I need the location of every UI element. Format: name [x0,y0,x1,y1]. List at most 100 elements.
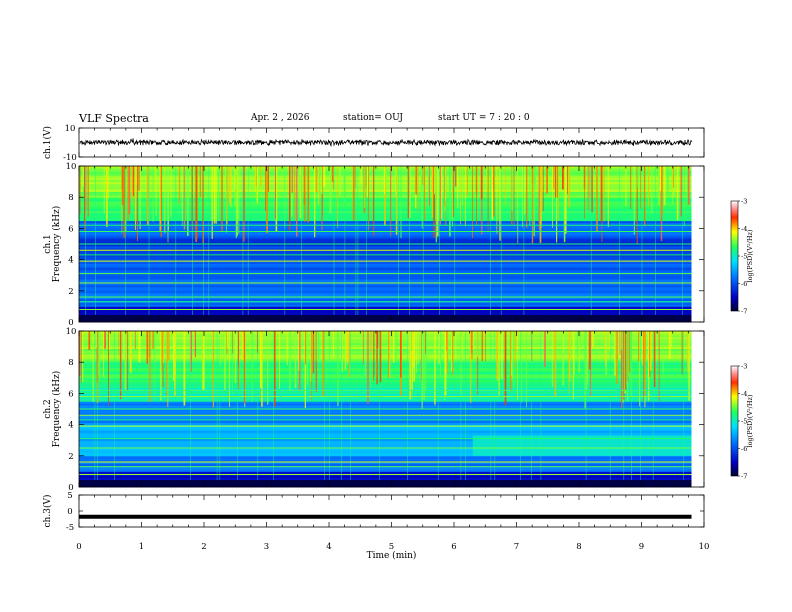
frequency-band [79,332,692,336]
frequency-band [79,453,692,457]
frequency-band [79,298,692,301]
frequency-band [79,449,692,453]
frequency-band [79,467,692,470]
frequency-band [79,379,692,383]
frequency-band [79,294,692,298]
time-axis: 0 1 2 3 4 5 6 7 8 9 10 Time (min) [76,542,709,561]
frequency-band [79,381,692,385]
frequency-band [79,283,692,286]
frequency-band [79,348,692,351]
frequency-band [79,340,692,344]
x-tick-label: 3 [264,542,269,552]
ch2-spectrogram-panel: 0 2 4 6 8 10 ch.2 Frequency (kHz) [43,327,705,493]
frequency-band [79,416,692,420]
y-axis-label-channel: ch.2 [43,399,53,418]
frequency-band [79,461,692,464]
frequency-band [79,442,692,445]
frequency-band [79,360,692,363]
frequency-band [79,407,692,410]
frequency-band [79,342,692,346]
frequency-band [79,352,692,355]
frequency-band [79,238,692,241]
frequency-band [79,331,692,334]
frequency-band [79,434,692,437]
frequency-band [79,354,692,357]
frequency-band [79,284,692,288]
frequency-band [79,296,692,299]
start-ut-label: start UT = 7 : 20 : 0 [438,113,530,123]
low-frequency-band [79,314,692,322]
low-frequency-band [79,479,692,487]
y-axis-label: ch.3(V) [42,495,53,528]
x-tick-label: 7 [514,542,519,552]
frequency-band [79,292,692,296]
y-tick-label: 6 [68,389,73,399]
frequency-band [79,255,692,259]
frequency-band [79,397,692,400]
colorbar-tick-label: -6 [741,280,747,288]
colorbar-tick-label: -4 [741,390,747,398]
frequency-band [79,459,692,463]
frequency-band [79,393,692,396]
colorbar-tick-label: -5 [741,253,747,261]
colorbar-tick-label: -3 [741,198,747,206]
frequency-band [79,370,692,373]
colorbar-ch1: -3 -4 -5 -6 -7 log(PSD)(V²/Hz) [730,198,754,316]
frequency-band [79,273,692,276]
frequency-band [79,226,692,229]
frequency-band [79,373,692,377]
frequency-band [79,304,692,307]
colorbar-tick-label: -5 [741,418,747,426]
frequency-band [79,405,692,408]
x-tick-label: 9 [639,542,644,552]
frequency-band [79,414,692,418]
frequency-band [79,362,692,365]
frequency-band [79,432,692,435]
colorbar-ch2: -3 -4 -5 -6 -7 log(PSD)(V²/Hz) [730,363,754,481]
y-tick-label: 8 [68,358,73,368]
frequency-band [79,428,692,431]
frequency-band [79,368,692,371]
y-tick-label: 10 [65,124,76,134]
frequency-band [79,420,692,424]
frequency-band [79,279,692,282]
chart-title: VLF Spectra [79,112,149,125]
frequency-band [79,430,692,433]
frequency-band [79,446,692,449]
frequency-band [79,401,692,404]
ch1-waveform-panel: 10 -10 ch.1(V) [42,124,705,163]
frequency-band [79,356,692,359]
frequency-band [79,471,692,474]
frequency-band [79,336,692,340]
frequency-band [79,403,692,406]
frequency-band [79,234,692,237]
y-tick-label: -10 [63,153,77,163]
ch1-trace [79,138,692,148]
frequency-band [79,364,692,367]
frequency-band [79,436,692,439]
frequency-band [79,269,692,272]
y-tick-label: 4 [68,256,73,266]
frequency-band [79,257,692,260]
colorbar-label: log(PSD)(V²/Hz) [746,229,754,282]
frequency-band [79,475,692,478]
frequency-band [79,306,692,309]
frequency-band [79,387,692,390]
frequency-band [79,338,692,342]
frequency-band [79,312,692,315]
frequency-band [79,249,692,253]
frequency-band [79,426,692,429]
y-tick-label: 10 [66,162,77,172]
x-tick-label: 1 [139,542,144,552]
frequency-band [79,469,692,472]
frequency-band [79,375,692,379]
noise-patch [472,435,692,456]
frequency-band [79,290,692,294]
frequency-band [79,346,692,349]
frequency-band [79,444,692,447]
frequency-band [79,244,692,247]
y-tick-label: 0 [68,483,73,493]
frequency-band [79,410,692,414]
colorbar-tick-label: -6 [741,445,747,453]
date-label: Apr. 2 , 2026 [251,113,310,123]
